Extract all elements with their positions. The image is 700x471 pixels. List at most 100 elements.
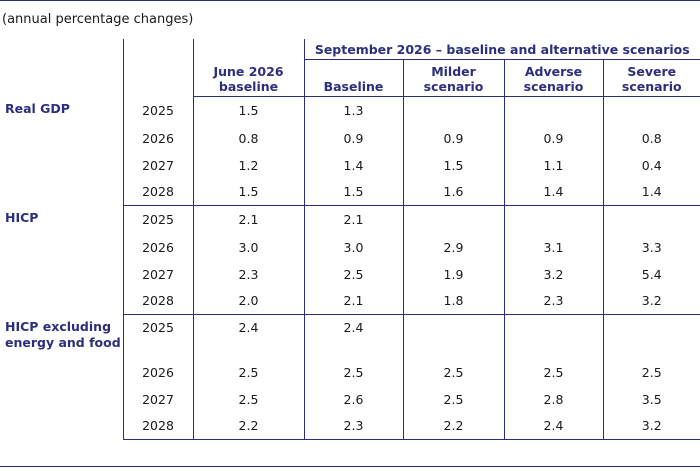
year-cell: 2025 xyxy=(122,314,193,359)
table-body: Real GDP 2025 1.5 1.3 2026 0.8 0.9 0.9 0.9 0.8 202… xyxy=(0,96,700,440)
value-cell: 3.1 xyxy=(503,233,603,261)
value-cell: 1.2 xyxy=(192,151,304,179)
value-cell: 2.5 xyxy=(192,385,304,413)
value-cell: 2.2 xyxy=(192,412,304,440)
value-cell: 3.2 xyxy=(602,287,700,315)
year-cell: 2026 xyxy=(122,124,193,152)
value-cell: 2.4 xyxy=(503,412,603,440)
value-cell: 2.4 xyxy=(303,314,403,359)
value-cell xyxy=(503,314,603,359)
value-cell: 2.1 xyxy=(303,205,403,234)
header-september-group: September 2026 – baseline and alternativ… xyxy=(303,39,700,60)
value-cell: 0.4 xyxy=(602,151,700,179)
value-cell: 1.5 xyxy=(303,178,403,206)
table-row: 2027 2.5 2.6 2.5 2.8 3.5 xyxy=(0,385,700,413)
value-cell: 3.2 xyxy=(602,412,700,440)
indicator-label: Real GDP xyxy=(5,100,70,116)
table-row: 2026 0.8 0.9 0.9 0.9 0.8 xyxy=(0,124,700,152)
value-cell: 2.3 xyxy=(303,412,403,440)
value-cell: 1.5 xyxy=(192,96,304,125)
header-row-columns: Baseline Milder scenario Adverse scenari… xyxy=(0,59,700,97)
year-cell: 2028 xyxy=(122,287,193,315)
header-september-baseline: Baseline xyxy=(303,59,403,97)
value-cell: 2.5 xyxy=(402,358,504,386)
table-row: HICP excluding energy and food 2025 2.4 2.4 xyxy=(0,314,700,359)
year-cell: 2027 xyxy=(122,260,193,288)
header-milder-scenario: Milder scenario xyxy=(402,59,504,97)
value-cell: 2.4 xyxy=(192,314,304,359)
value-cell: 1.6 xyxy=(402,178,504,206)
value-cell: 0.9 xyxy=(402,124,504,152)
value-cell xyxy=(602,96,700,125)
value-cell: 2.0 xyxy=(192,287,304,315)
value-cell: 1.9 xyxy=(402,260,504,288)
value-cell: 3.0 xyxy=(192,233,304,261)
value-cell: 2.6 xyxy=(303,385,403,413)
value-cell: 3.3 xyxy=(602,233,700,261)
value-cell xyxy=(503,205,603,234)
table-row: 2026 2.5 2.5 2.5 2.5 2.5 xyxy=(0,358,700,386)
table-row: Real GDP 2025 1.5 1.3 xyxy=(0,96,700,125)
table-row: 2028 2.0 2.1 1.8 2.3 3.2 xyxy=(0,287,700,315)
bottom-rule xyxy=(0,466,700,467)
year-cell: 2025 xyxy=(122,96,193,125)
table-row: HICP 2025 2.1 2.1 xyxy=(0,205,700,234)
value-cell: 2.5 xyxy=(303,358,403,386)
year-cell: 2027 xyxy=(122,151,193,179)
year-cell: 2026 xyxy=(122,358,193,386)
value-cell: 2.3 xyxy=(192,260,304,288)
value-cell: 2.5 xyxy=(402,385,504,413)
value-cell: 0.9 xyxy=(503,124,603,152)
value-cell: 3.2 xyxy=(503,260,603,288)
value-cell: 2.5 xyxy=(602,358,700,386)
value-cell: 0.8 xyxy=(192,124,304,152)
indicator-label: HICP excluding energy and food xyxy=(5,318,121,350)
year-cell: 2028 xyxy=(122,412,193,440)
value-cell: 1.4 xyxy=(602,178,700,206)
value-cell: 2.3 xyxy=(503,287,603,315)
value-cell: 0.8 xyxy=(602,124,700,152)
header-row-group: June 2026 baseline September 2026 – base… xyxy=(0,39,700,97)
table-row: 2028 1.5 1.5 1.6 1.4 1.4 xyxy=(0,178,700,206)
value-cell: 2.9 xyxy=(402,233,504,261)
value-cell: 5.4 xyxy=(602,260,700,288)
header-june-baseline: June 2026 baseline xyxy=(192,39,304,97)
top-rule xyxy=(0,0,700,1)
value-cell: 2.1 xyxy=(192,205,304,234)
value-cell: 1.5 xyxy=(192,178,304,206)
value-cell: 2.1 xyxy=(303,287,403,315)
table-row: 2028 2.2 2.3 2.2 2.4 3.2 xyxy=(0,412,700,440)
value-cell: 1.3 xyxy=(303,96,403,125)
value-cell: 1.4 xyxy=(503,178,603,206)
year-cell: 2025 xyxy=(122,205,193,234)
table-row: 2027 1.2 1.4 1.5 1.1 0.4 xyxy=(0,151,700,179)
value-cell: 2.5 xyxy=(192,358,304,386)
value-cell xyxy=(402,314,504,359)
header-severe-scenario: Severe scenario xyxy=(602,59,700,97)
table-subtitle: (annual percentage changes) xyxy=(2,12,194,27)
value-cell: 2.8 xyxy=(503,385,603,413)
value-cell: 3.0 xyxy=(303,233,403,261)
value-cell: 1.1 xyxy=(503,151,603,179)
header-adverse-scenario: Adverse scenario xyxy=(503,59,603,97)
header-blank-year xyxy=(122,39,193,97)
value-cell: 1.4 xyxy=(303,151,403,179)
header-blank-indicator xyxy=(0,39,123,97)
scenario-table: June 2026 baseline September 2026 – base… xyxy=(0,39,700,440)
value-cell xyxy=(402,96,504,125)
value-cell: 1.8 xyxy=(402,287,504,315)
value-cell: 2.5 xyxy=(503,358,603,386)
value-cell xyxy=(503,96,603,125)
value-cell: 0.9 xyxy=(303,124,403,152)
value-cell: 2.5 xyxy=(303,260,403,288)
value-cell xyxy=(402,205,504,234)
year-cell: 2026 xyxy=(122,233,193,261)
value-cell xyxy=(602,314,700,359)
value-cell xyxy=(602,205,700,234)
indicator-label: HICP xyxy=(5,209,39,225)
year-cell: 2027 xyxy=(122,385,193,413)
year-cell: 2028 xyxy=(122,178,193,206)
value-cell: 3.5 xyxy=(602,385,700,413)
value-cell: 2.2 xyxy=(402,412,504,440)
